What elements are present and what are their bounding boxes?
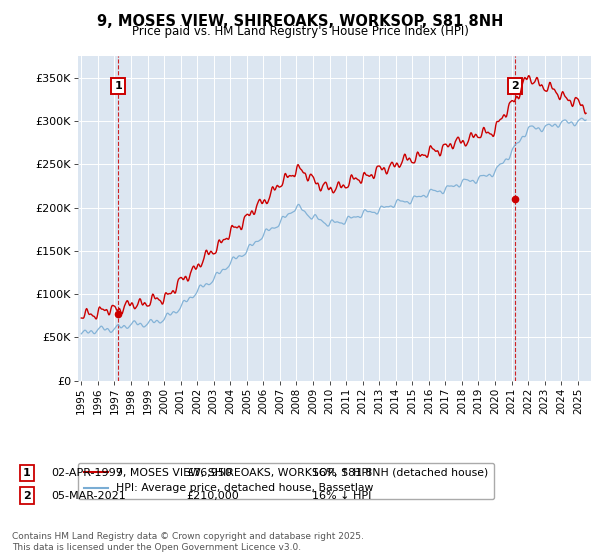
Text: 1: 1 [115,81,122,91]
Text: £210,000: £210,000 [186,491,239,501]
Text: 9, MOSES VIEW, SHIREOAKS, WORKSOP, S81 8NH: 9, MOSES VIEW, SHIREOAKS, WORKSOP, S81 8… [97,14,503,29]
Text: 02-APR-1997: 02-APR-1997 [51,468,123,478]
Text: 2: 2 [23,491,31,501]
Text: 16% ↓ HPI: 16% ↓ HPI [312,491,371,501]
Text: 1: 1 [23,468,31,478]
Text: Contains HM Land Registry data © Crown copyright and database right 2025.
This d: Contains HM Land Registry data © Crown c… [12,532,364,552]
Text: 16% ↑ HPI: 16% ↑ HPI [312,468,371,478]
Legend: 9, MOSES VIEW, SHIREOAKS, WORKSOP, S81 8NH (detached house), HPI: Average price,: 9, MOSES VIEW, SHIREOAKS, WORKSOP, S81 8… [78,463,494,499]
Text: £76,950: £76,950 [186,468,232,478]
Text: 05-MAR-2021: 05-MAR-2021 [51,491,126,501]
Text: 2: 2 [511,81,518,91]
Text: Price paid vs. HM Land Registry's House Price Index (HPI): Price paid vs. HM Land Registry's House … [131,25,469,38]
